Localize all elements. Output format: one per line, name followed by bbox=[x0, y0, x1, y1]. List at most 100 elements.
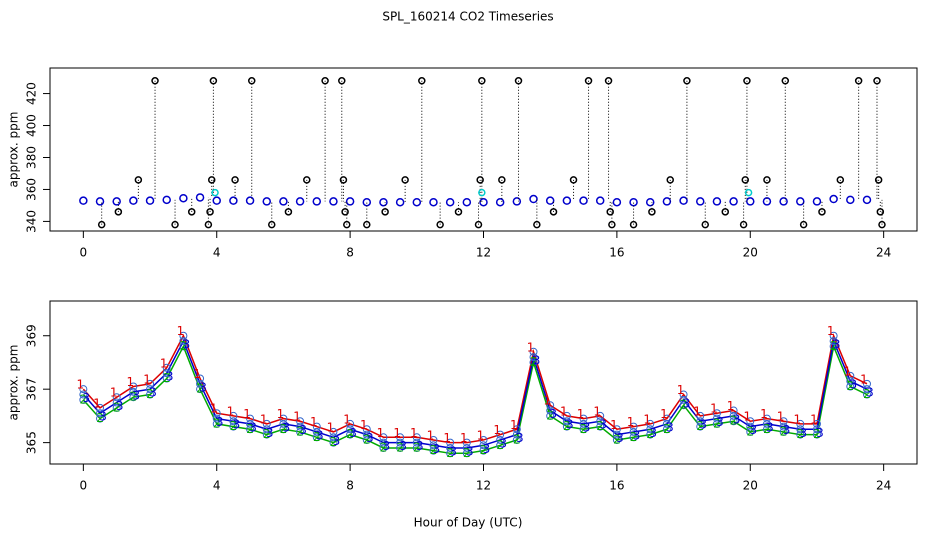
point bbox=[114, 208, 123, 216]
point bbox=[662, 425, 671, 434]
point bbox=[246, 419, 255, 428]
point-marker: 2 bbox=[813, 427, 821, 441]
point-marker: 1 bbox=[643, 412, 651, 426]
point bbox=[498, 176, 506, 184]
point bbox=[746, 427, 755, 436]
point bbox=[533, 220, 541, 229]
point-marker: 3 bbox=[783, 423, 791, 437]
point bbox=[596, 417, 605, 426]
point bbox=[312, 422, 321, 431]
point bbox=[512, 435, 521, 444]
point bbox=[744, 188, 753, 197]
point bbox=[743, 77, 751, 85]
point bbox=[268, 220, 276, 229]
point bbox=[229, 196, 238, 205]
point-marker: 1 bbox=[427, 428, 435, 442]
point bbox=[363, 220, 371, 229]
point-marker: 1 bbox=[277, 407, 285, 421]
point-marker: 2 bbox=[480, 443, 488, 457]
point bbox=[476, 176, 484, 184]
point-marker: 3 bbox=[233, 418, 241, 432]
point bbox=[474, 220, 483, 229]
point bbox=[479, 441, 488, 450]
point bbox=[212, 414, 221, 423]
point bbox=[295, 197, 305, 206]
point bbox=[646, 419, 655, 428]
point bbox=[478, 77, 486, 85]
point bbox=[612, 430, 621, 439]
point-marker: 2 bbox=[763, 422, 771, 436]
point-marker: 1 bbox=[110, 386, 118, 400]
point bbox=[762, 414, 771, 423]
point-marker: 3 bbox=[499, 436, 507, 450]
point-marker: 1 bbox=[760, 407, 768, 421]
point bbox=[606, 208, 614, 216]
point bbox=[312, 197, 322, 206]
point bbox=[312, 433, 321, 442]
point bbox=[529, 358, 538, 367]
point bbox=[279, 425, 288, 434]
point bbox=[462, 438, 471, 447]
point-marker: 1 bbox=[610, 418, 618, 432]
x-tick-label: 4 bbox=[213, 246, 221, 260]
point-marker: 2 bbox=[846, 379, 854, 393]
point bbox=[231, 176, 239, 184]
point bbox=[284, 208, 293, 216]
point bbox=[204, 220, 213, 229]
point bbox=[596, 422, 605, 431]
point bbox=[162, 195, 171, 205]
x-tick-label: 20 bbox=[743, 479, 758, 493]
point-marker: 3 bbox=[183, 338, 191, 352]
point bbox=[696, 422, 705, 431]
point bbox=[683, 77, 691, 85]
point bbox=[346, 425, 355, 434]
point bbox=[362, 425, 371, 434]
point-marker: 3 bbox=[699, 418, 707, 432]
point bbox=[262, 430, 271, 439]
point bbox=[362, 430, 371, 439]
point-marker: 3 bbox=[316, 428, 324, 442]
chart-title: SPL_160214 CO2 Timeseries bbox=[382, 10, 553, 24]
point bbox=[229, 417, 238, 426]
point bbox=[195, 193, 205, 202]
point-marker: 2 bbox=[430, 443, 438, 457]
point-marker: 3 bbox=[99, 410, 107, 424]
point bbox=[162, 363, 171, 372]
point-marker: 2 bbox=[380, 440, 388, 454]
point-marker: 2 bbox=[463, 446, 471, 460]
point-marker: 1 bbox=[477, 428, 485, 442]
point bbox=[396, 433, 405, 442]
point-marker: 1 bbox=[677, 383, 685, 397]
point bbox=[412, 433, 421, 442]
point-marker: 3 bbox=[133, 388, 141, 402]
point-marker: 3 bbox=[366, 431, 374, 445]
point bbox=[584, 77, 593, 85]
point bbox=[679, 390, 688, 399]
point bbox=[96, 414, 105, 423]
point bbox=[362, 435, 371, 444]
point-marker: 1 bbox=[627, 415, 635, 429]
point bbox=[762, 425, 771, 434]
point bbox=[514, 77, 523, 85]
point bbox=[341, 208, 349, 216]
point bbox=[418, 77, 426, 85]
point bbox=[679, 196, 688, 205]
point bbox=[245, 196, 255, 205]
point-marker: 1 bbox=[510, 418, 518, 432]
point bbox=[701, 220, 710, 229]
point bbox=[329, 438, 338, 447]
point bbox=[96, 409, 105, 418]
point-marker: 1 bbox=[293, 410, 301, 424]
point bbox=[112, 403, 121, 412]
point bbox=[712, 414, 721, 423]
point bbox=[796, 430, 805, 439]
point bbox=[846, 195, 855, 205]
x-tick-label: 16 bbox=[609, 246, 624, 260]
point bbox=[262, 425, 271, 434]
point-marker: 1 bbox=[127, 375, 135, 389]
point-marker: 1 bbox=[493, 423, 501, 437]
point bbox=[829, 337, 838, 346]
point-marker: 3 bbox=[716, 415, 724, 429]
point-marker: 2 bbox=[80, 392, 88, 406]
point bbox=[829, 194, 838, 204]
